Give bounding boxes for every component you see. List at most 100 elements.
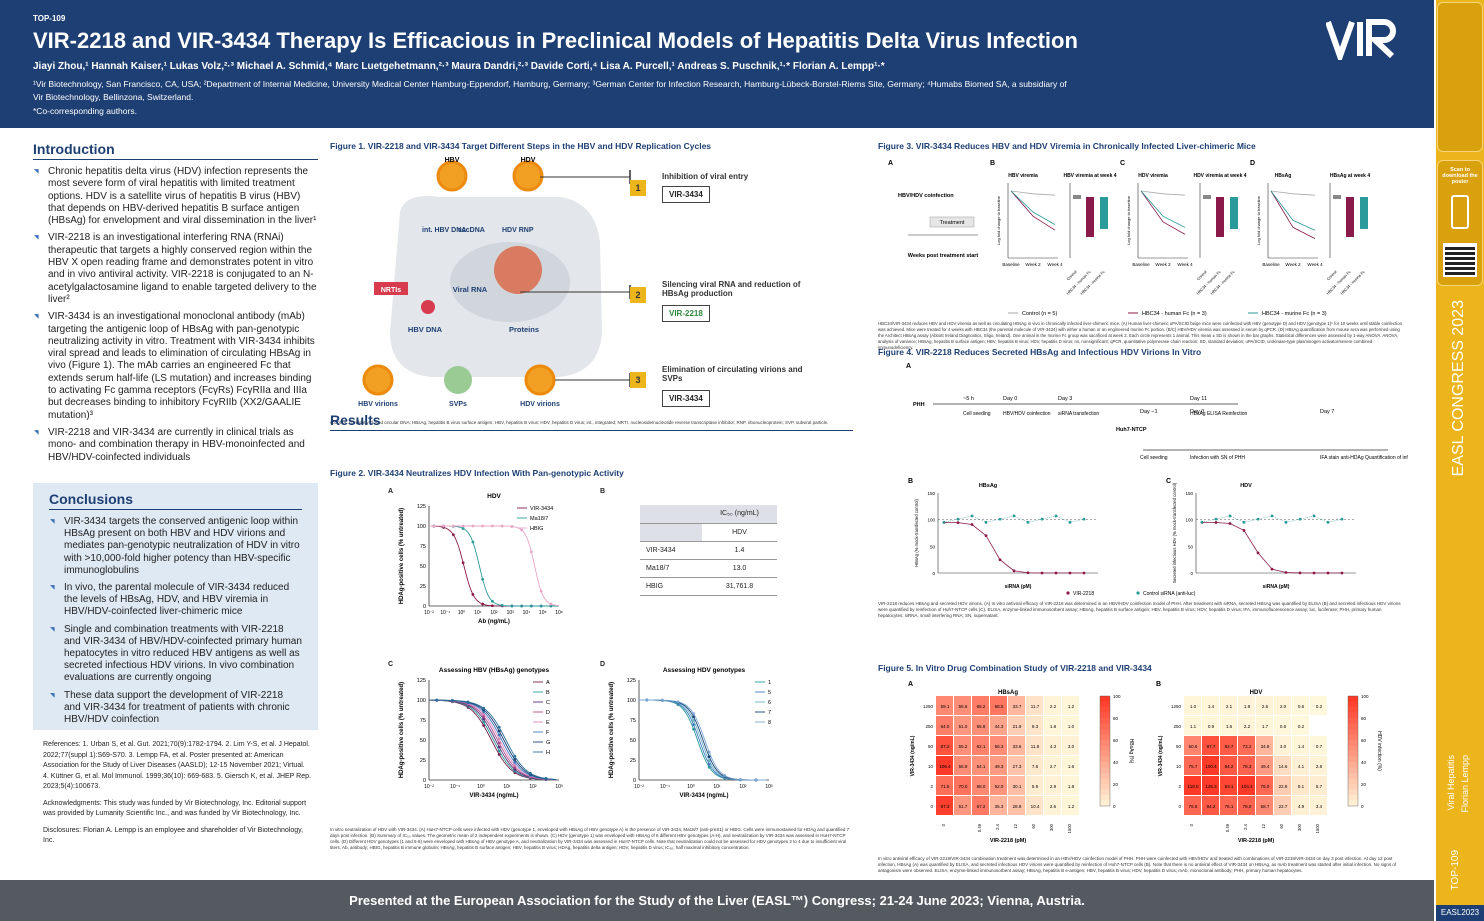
data-point	[661, 698, 664, 702]
data-point	[549, 604, 553, 608]
series-line	[429, 525, 559, 607]
legend-label: 5	[768, 690, 771, 696]
cell-label: 35.3	[995, 804, 1004, 809]
heat-cell	[972, 736, 989, 755]
x-tick-label: 10⁰	[687, 784, 695, 790]
legend-swatch	[1066, 591, 1070, 595]
hdv-label: HDV	[521, 157, 536, 164]
data-point	[490, 524, 494, 528]
data-point	[692, 712, 695, 716]
col-label: 0.49	[977, 823, 982, 832]
x-axis-label: VIR-3434 (ng/mL)	[469, 793, 518, 799]
scale-tick: 20	[1113, 782, 1119, 787]
cell-label: 100.4	[1205, 764, 1217, 769]
cell-label: 68.5	[995, 704, 1004, 709]
legend-label: Control (n = 5)	[1022, 311, 1057, 317]
data-point	[942, 520, 946, 524]
heat-cell	[1026, 796, 1043, 815]
heat-cell	[1220, 696, 1237, 715]
y-tick-label: 50	[1188, 544, 1194, 549]
series-line	[1010, 190, 1056, 225]
cell-label: 76.5	[1189, 804, 1198, 809]
y-tick-label: 75	[420, 544, 426, 550]
poster-id: TOP-109	[33, 14, 66, 23]
col-label: 1500	[1067, 823, 1072, 833]
heat-cell	[1256, 736, 1273, 755]
treatment-box	[929, 216, 975, 228]
chart-title: Assessing HDV genotypes	[663, 667, 746, 674]
cell-label: 4.9	[1298, 804, 1305, 809]
chart-title: HBV viremia	[1008, 173, 1038, 179]
color-scale-step	[1348, 696, 1358, 702]
data-point	[549, 602, 553, 606]
data-point	[529, 771, 532, 775]
data-point	[676, 700, 680, 704]
references-section: References: 1. Urban S, et al. Gut. 2021…	[43, 740, 311, 853]
cell-label: 14.6	[1279, 764, 1288, 769]
results-heading: Results	[330, 412, 853, 431]
x-tick-label: 10⁶	[555, 610, 563, 616]
y-tick-label: 125	[627, 678, 636, 684]
qr-code-icon[interactable]	[1443, 243, 1477, 277]
x-axis-label: Ab (ng/mL)	[478, 619, 510, 625]
qr-download-box[interactable]: Scan to download the poster	[1437, 160, 1483, 286]
panel-letter: B	[1156, 681, 1161, 688]
cell-label: 2.8	[1316, 764, 1323, 769]
x-axis-label: VIR-3434 (ng/mL)	[679, 793, 728, 799]
hbv-virion-icon	[362, 364, 394, 396]
table-row: HBIG 31,761.8	[640, 577, 777, 596]
legend-label: 1	[768, 680, 771, 686]
svp-icon	[444, 366, 472, 394]
heat-cell	[936, 796, 953, 815]
conclusions-heading: Conclusions	[49, 491, 302, 510]
cell-label: 30.1	[1013, 784, 1022, 789]
timeline-event: IFA stain anti-HDAg Quantification of in…	[1320, 455, 1408, 461]
heat-cell	[1202, 716, 1219, 735]
cell-label: 82.7	[1225, 744, 1234, 749]
heat-cell	[954, 696, 971, 715]
figure5-title: Figure 5. In Vitro Drug Combination Stud…	[878, 663, 1152, 673]
data-point	[513, 761, 517, 764]
bar	[1100, 197, 1108, 229]
heat-cell	[1238, 736, 1255, 755]
panel-letter: B	[908, 478, 913, 485]
y-tick-label: 25	[630, 758, 636, 764]
cell-label: 2.0	[1280, 704, 1287, 709]
fig4a-timeline: A PHH ~5 h Cell seeding Day 0 HBV/HDV coinfec…	[906, 363, 1408, 461]
cell-label: 1.4	[1208, 704, 1215, 709]
y-tick-label: 50	[930, 544, 936, 549]
timeline-event: HBsAg ELISA Reinfection	[1190, 411, 1247, 417]
x-tick-label: 10⁻²	[634, 784, 644, 790]
cell-label: 0.9	[1208, 724, 1215, 729]
legend-label: HBC34 - human Fc (n = 3)	[1142, 311, 1207, 317]
color-scale-step	[1348, 740, 1358, 746]
figure1-caption: cccDNA, covalently closed circular DNA; …	[330, 420, 829, 425]
color-scale-step	[1100, 789, 1110, 796]
legend-label: 7	[768, 710, 771, 716]
conclusions-list: VIR-3434 targets the conserved antigenic…	[49, 516, 302, 726]
x-tick-label: 10⁰	[458, 610, 466, 616]
figure1-diagram: HBV HDV int. HBV DNA cccDNA HDV RNP NRTI…	[358, 157, 631, 408]
cell-label: 7.6	[1032, 764, 1039, 769]
cell-label: 49.3	[995, 764, 1004, 769]
timeline-event: Infection with SN of PHH	[1190, 455, 1245, 461]
cell-label: 56.9	[959, 764, 968, 769]
x-tick-label: Baseline	[1262, 262, 1280, 267]
heat-cell	[972, 716, 989, 735]
data-point	[497, 733, 501, 737]
figure2-title: Figure 2. VIR-3434 Neutralizes HDV Infec…	[330, 468, 624, 478]
figure5-caption: In vitro antiviral efficacy of VIR-2218/…	[878, 856, 1397, 873]
data-point	[490, 599, 494, 603]
x-tick-label: 10²	[739, 784, 747, 790]
color-scale-step	[1100, 740, 1110, 746]
cell-label: 60.6	[1189, 744, 1198, 749]
y-axis-label: Log fold change to baseline	[1256, 195, 1261, 245]
cell-label: 44.3	[995, 724, 1004, 729]
row-label: 0	[930, 804, 933, 809]
cell-label: 1.0	[1190, 704, 1197, 709]
heat-cell	[1184, 696, 1201, 715]
data-point	[510, 525, 514, 528]
cell-label: 3.0	[1068, 744, 1075, 749]
heat-cell	[936, 776, 953, 795]
figure3-caption: HBC34/VIR-3434 reduces HBV and HDV virem…	[878, 321, 1402, 350]
